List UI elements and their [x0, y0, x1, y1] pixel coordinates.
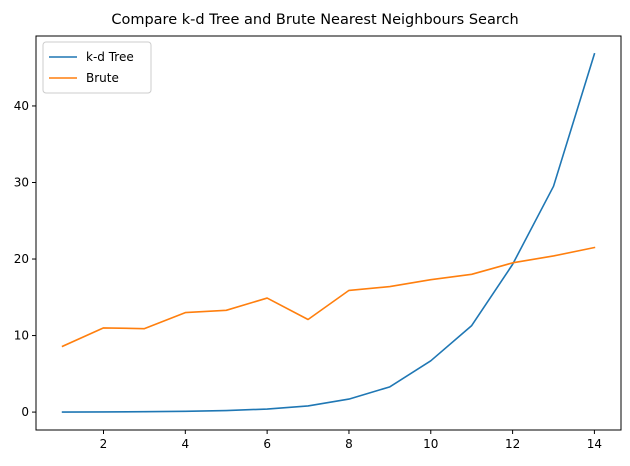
y-tick-label: 0	[21, 405, 29, 419]
legend-label-k-d-tree: k-d Tree	[86, 50, 134, 64]
x-tick-label: 4	[181, 437, 189, 451]
x-tick-label: 12	[505, 437, 520, 451]
x-tick-label: 8	[345, 437, 353, 451]
x-tick-label: 14	[587, 437, 602, 451]
y-tick-label: 30	[14, 175, 29, 189]
series-line-k-d-tree	[61, 52, 596, 413]
y-tick-label: 10	[14, 329, 29, 343]
legend-label-brute: Brute	[86, 71, 119, 85]
x-tick-label: 2	[100, 437, 108, 451]
series-line-brute	[61, 246, 596, 348]
y-axis: 0 10 20 30 40	[14, 99, 36, 419]
x-axis: 2 4 6 8 10 12 14	[100, 430, 602, 451]
chart-title: Compare k-d Tree and Brute Nearest Neigh…	[111, 12, 518, 28]
x-tick-label: 6	[263, 437, 271, 451]
y-tick-label: 20	[14, 252, 29, 266]
legend-box	[42, 41, 152, 94]
y-tick-label: 40	[14, 99, 29, 113]
legend: k-d Tree Brute	[42, 41, 152, 94]
axes-frame	[35, 35, 622, 431]
series-layer	[61, 52, 596, 413]
x-tick-label: 10	[423, 437, 438, 451]
